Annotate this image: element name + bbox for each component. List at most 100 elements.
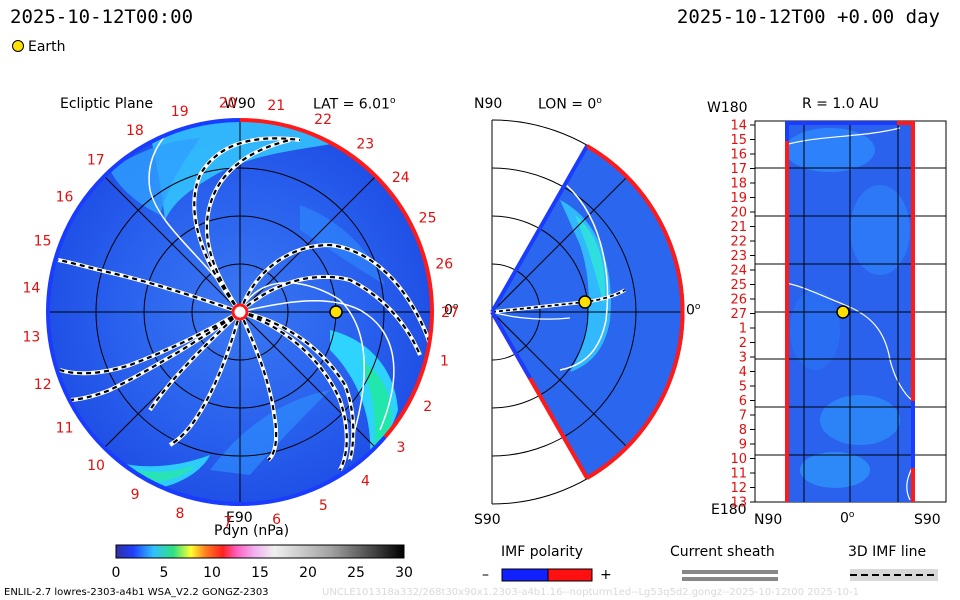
radial-y-label: 25 <box>730 278 747 293</box>
meridional-lon-label: LON = 0o <box>538 96 602 113</box>
carrington-label: 15 <box>34 233 52 249</box>
imf-polarity-legend <box>501 568 593 582</box>
carrington-label: 16 <box>56 190 74 206</box>
run-id: UNCLE101318a332/268t30x90x1.2303-a4b1.16… <box>322 587 860 598</box>
datetime-left: 2025-10-12T00:00 <box>10 6 194 28</box>
carrington-label: 21 <box>267 98 285 114</box>
colorbar-tick-label: 25 <box>347 565 365 581</box>
earth-legend: Earth <box>12 39 66 55</box>
degree-mark: o <box>596 96 602 106</box>
polarity-negative-swatch <box>501 568 549 582</box>
rim-positive-polarity <box>239 118 435 439</box>
meridional-plane-panel <box>490 119 685 505</box>
polarity-positive-swatch <box>547 568 593 582</box>
ecliptic-plane-title: Ecliptic Plane <box>60 96 154 112</box>
earth-marker-radial <box>836 305 850 319</box>
polarity-plus: + <box>600 567 612 583</box>
imf-line-title: 3D IMF line <box>848 544 927 560</box>
carrington-label: 26 <box>435 257 453 273</box>
carrington-label: 11 <box>56 421 74 437</box>
radial-bottom-left-label: E180 <box>711 502 747 518</box>
meridional-right-label: 0o <box>686 302 700 319</box>
radial-y-label: 4 <box>739 365 747 380</box>
carrington-label: 20 <box>219 95 237 111</box>
radial-map-panel: 1415161718192021222324252627123456789101… <box>730 119 947 511</box>
pdyn-colorbar: 0 5 10 15 20 25 30 <box>112 544 413 581</box>
carrington-label: 12 <box>34 377 52 393</box>
degree-mark: o <box>694 302 701 312</box>
carrington-label: 7 <box>223 515 232 531</box>
degree-mark: o <box>452 302 459 312</box>
radial-y-label: 9 <box>739 438 747 453</box>
carrington-label: 24 <box>392 170 410 186</box>
radial-y-label: 5 <box>739 380 747 395</box>
radial-y-label: 8 <box>739 423 747 438</box>
meridional-rim <box>585 144 685 480</box>
radial-top-left-label: W180 <box>707 100 748 116</box>
radial-y-label: 17 <box>730 162 747 177</box>
colorbar-ticks: 0 5 10 15 20 25 30 <box>112 565 413 581</box>
radial-y-label: 15 <box>730 133 747 148</box>
carrington-label: 2 <box>423 399 432 415</box>
carrington-label: 27 <box>441 305 459 321</box>
carrington-label: 14 <box>22 281 40 297</box>
radial-y-label: 11 <box>730 467 747 482</box>
earth-marker-meridional <box>578 295 592 309</box>
carrington-label: 3 <box>396 440 405 456</box>
radial-y-label: 21 <box>730 220 747 235</box>
lon-value: LON = 0 <box>538 96 597 113</box>
carrington-label: 22 <box>314 112 332 128</box>
colorbar-tick-label: 0 <box>112 565 121 581</box>
radial-y-label: 7 <box>739 409 747 424</box>
imf-line-legend <box>850 569 938 581</box>
radial-y-label: 14 <box>730 119 747 134</box>
carrington-label: 1 <box>440 353 449 369</box>
meridional-edge-north <box>490 145 589 313</box>
radial-y-label: 20 <box>730 206 747 221</box>
radial-x-label-0: 0o <box>840 510 854 527</box>
imf-polarity-title: IMF polarity <box>501 544 584 560</box>
carrington-label: 8 <box>175 506 184 522</box>
carrington-label: 13 <box>22 330 40 346</box>
radial-y-labels: 1415161718192021222324252627123456789101… <box>730 119 755 511</box>
carrington-label: 17 <box>87 152 105 168</box>
radial-x-zero: 0 <box>840 510 849 527</box>
colorbar-tick-label: 20 <box>299 565 317 581</box>
radial-edge-negative <box>911 401 915 468</box>
earth-legend-label: Earth <box>28 39 66 55</box>
imf-3d-lines <box>57 136 432 471</box>
carrington-label: 5 <box>319 498 328 514</box>
radial-edge-positive <box>911 121 915 401</box>
degree-mark: o <box>389 96 396 106</box>
radial-x-label-n90: N90 <box>754 512 783 528</box>
radial-y-label: 26 <box>730 293 747 308</box>
carrington-label: 19 <box>171 104 189 120</box>
radial-r-label: R = 1.0 AU <box>802 96 879 112</box>
radial-y-label: 18 <box>730 177 747 192</box>
ecliptic-lat-label: LAT = 6.01o <box>313 96 395 113</box>
carrington-label: 6 <box>272 512 281 528</box>
colorbar-tick-label: 10 <box>203 565 221 581</box>
current-sheath-legend <box>682 570 778 581</box>
polarity-minus: – <box>482 567 489 583</box>
earth-legend-icon <box>12 40 24 52</box>
radial-y-label: 6 <box>739 394 747 409</box>
colorbar-title: Pdyn (nPa) <box>214 523 290 539</box>
ecliptic-top-label: W90 <box>224 96 256 112</box>
sun-marker <box>231 303 249 321</box>
meridional-bottom-label: S90 <box>474 512 501 528</box>
colorbar-tick-label: 5 <box>160 565 169 581</box>
carrington-label: 10 <box>87 458 105 474</box>
radial-y-label: 23 <box>730 249 747 264</box>
radial-y-label: 27 <box>730 307 747 322</box>
radial-y-label: 16 <box>730 148 747 163</box>
radial-y-label: 1 <box>739 322 747 337</box>
ecliptic-bottom-label: E90 <box>226 510 253 526</box>
radial-y-label: 2 <box>739 336 747 351</box>
carrington-label: 4 <box>361 473 370 489</box>
model-info: ENLIL-2.7 lowres-2303-a4b1 WSA_V2.2 GONG… <box>4 587 269 598</box>
earth-marker <box>329 305 343 319</box>
